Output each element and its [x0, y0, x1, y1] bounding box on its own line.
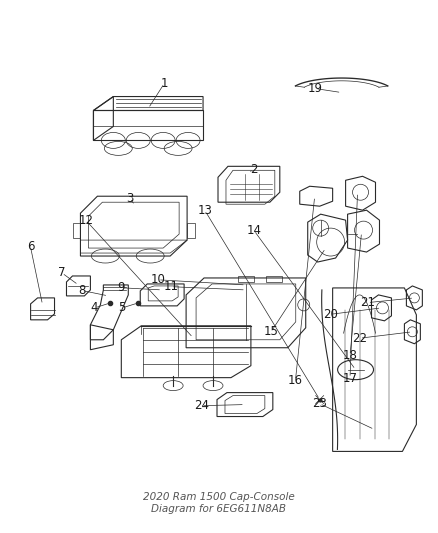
Text: 15: 15 [264, 325, 279, 338]
Text: 21: 21 [360, 296, 375, 309]
Text: 1: 1 [161, 77, 168, 90]
Text: 6: 6 [27, 240, 34, 253]
Text: 8: 8 [78, 284, 85, 297]
Text: 3: 3 [126, 192, 133, 205]
Text: 23: 23 [312, 397, 327, 410]
Text: 16: 16 [288, 374, 303, 387]
Text: 22: 22 [352, 332, 367, 345]
Text: 12: 12 [78, 214, 93, 227]
Text: 10: 10 [150, 273, 165, 286]
Text: 20: 20 [323, 308, 338, 321]
Text: 18: 18 [343, 349, 357, 362]
Text: 2020 Ram 1500 Cap-Console
Diagram for 6EG611N8AB: 2020 Ram 1500 Cap-Console Diagram for 6E… [143, 492, 295, 514]
Text: 13: 13 [198, 204, 212, 217]
Text: 14: 14 [247, 224, 261, 237]
Text: 24: 24 [194, 399, 209, 412]
Text: 7: 7 [58, 266, 66, 279]
Text: 5: 5 [118, 302, 126, 314]
Text: 19: 19 [307, 82, 322, 95]
Text: 11: 11 [163, 280, 178, 293]
Text: 9: 9 [117, 281, 124, 294]
Text: 4: 4 [91, 302, 98, 314]
Text: 2: 2 [250, 163, 258, 176]
Text: 17: 17 [343, 372, 357, 385]
